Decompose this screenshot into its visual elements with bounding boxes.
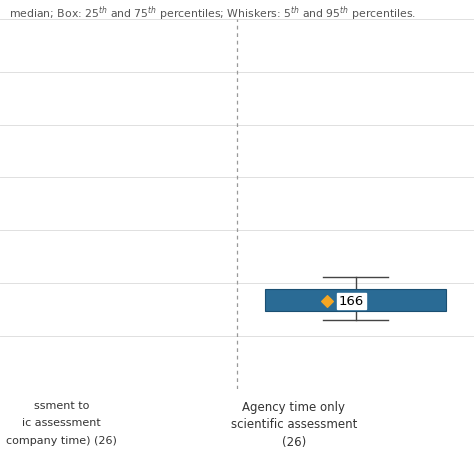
Point xyxy=(323,297,331,305)
Text: company time) (26): company time) (26) xyxy=(6,436,117,446)
Text: scientific assessment: scientific assessment xyxy=(231,418,357,431)
Text: median; Box: 25$^{th}$ and 75$^{th}$ percentiles; Whiskers: 5$^{th}$ and 95$^{th: median; Box: 25$^{th}$ and 75$^{th}$ per… xyxy=(9,5,417,23)
Text: ic assessment: ic assessment xyxy=(22,418,101,428)
Text: (26): (26) xyxy=(282,436,306,448)
Text: 166: 166 xyxy=(339,294,364,308)
Bar xyxy=(265,290,446,310)
Text: ssment to: ssment to xyxy=(34,401,89,410)
Text: Agency time only: Agency time only xyxy=(242,401,346,413)
